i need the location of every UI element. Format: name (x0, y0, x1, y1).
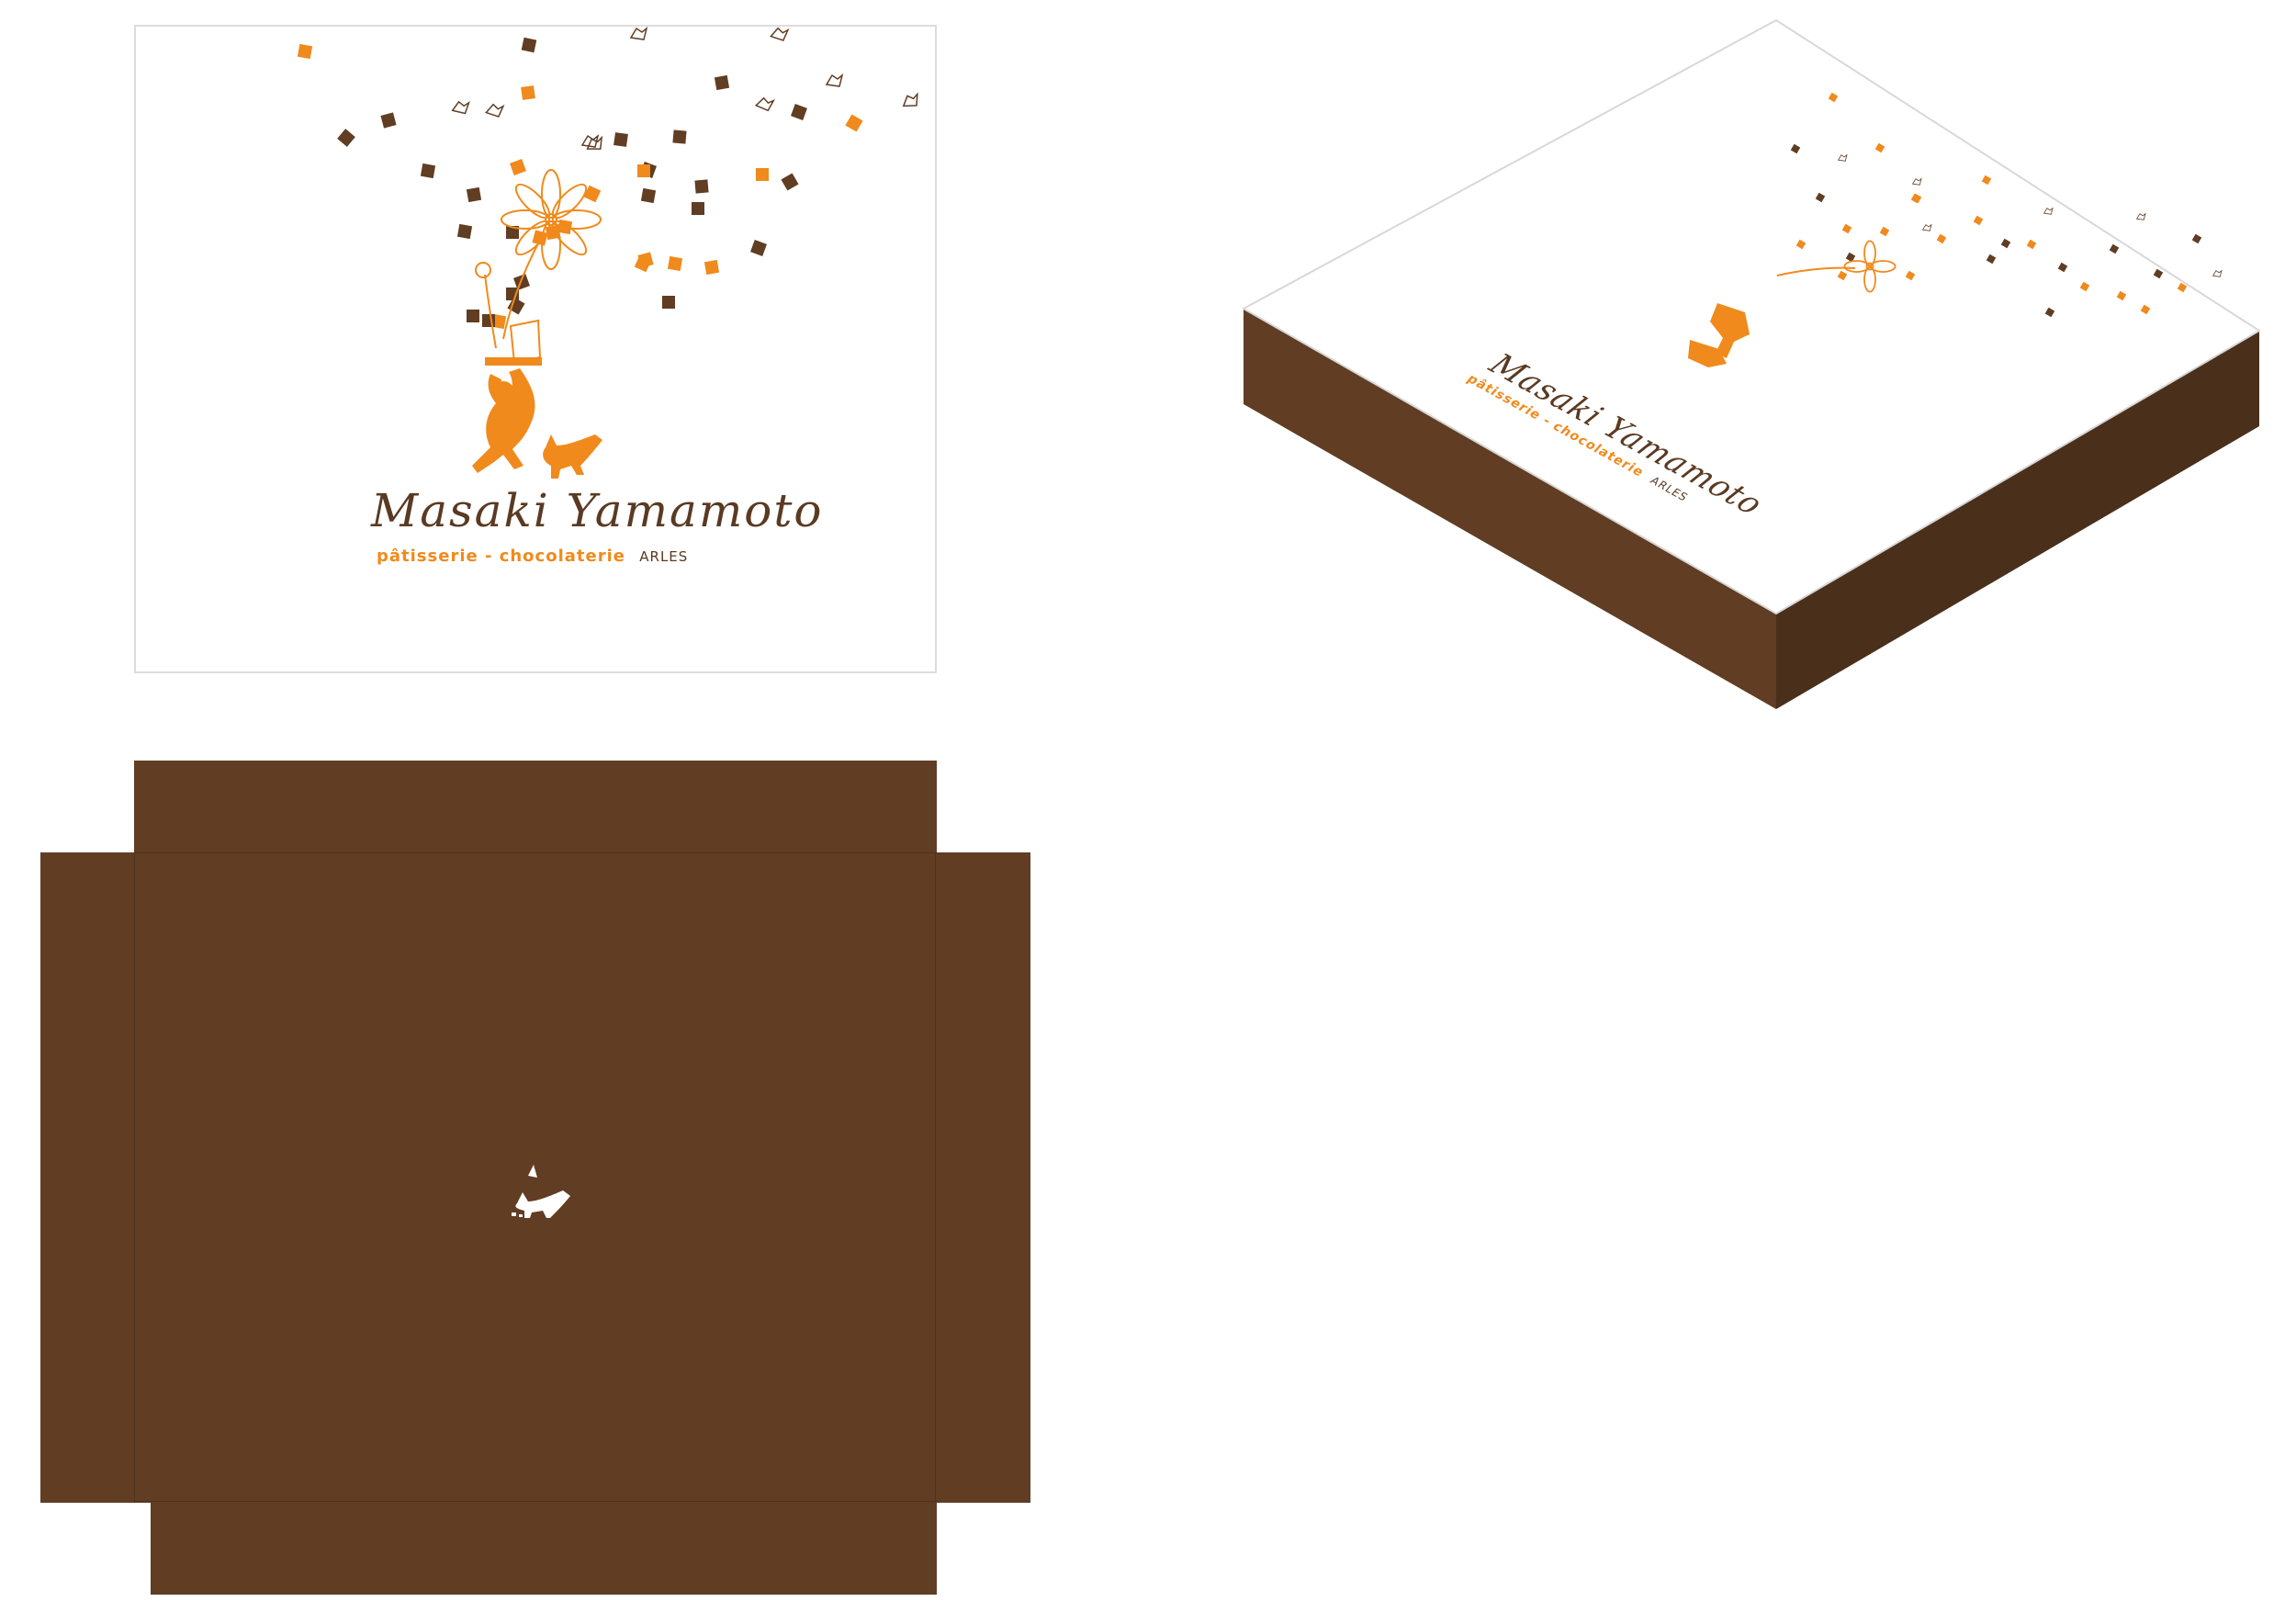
confetti-piece (750, 240, 767, 256)
confetti-piece (507, 297, 525, 315)
confetti-piece (513, 274, 530, 290)
confetti-piece (485, 103, 505, 118)
fold-line-right (935, 852, 936, 1503)
net-top-flap (134, 761, 937, 854)
confetti-piece (640, 187, 657, 204)
confetti-piece (583, 185, 602, 203)
confetti-piece (2000, 238, 2011, 249)
confetti-piece (637, 164, 650, 177)
box-right-side (1776, 331, 2259, 709)
confetti-piece (781, 173, 799, 191)
confetti-piece (754, 96, 775, 112)
chef-icon (472, 368, 535, 473)
dog-icon (543, 434, 602, 479)
confetti-piece (521, 85, 535, 100)
confetti-piece (586, 135, 603, 150)
confetti-piece (2057, 262, 2068, 273)
confetti-piece (1905, 270, 1916, 281)
confetti-piece (2079, 281, 2090, 292)
confetti-piece (1790, 143, 1801, 154)
confetti-piece (1837, 270, 1848, 281)
confetti-piece (1936, 233, 1947, 244)
confetti-piece (791, 104, 807, 120)
brand-tagline: pâtisserie - chocolaterie ARLES (377, 547, 688, 566)
confetti-piece (1795, 239, 1806, 250)
net-left-flap (40, 852, 136, 1503)
confetti-piece (521, 37, 537, 53)
confetti-piece (1986, 254, 1997, 265)
confetti-piece (902, 92, 918, 107)
confetti-piece (506, 226, 519, 239)
confetti-piece (2140, 304, 2151, 315)
confetti-piece (420, 163, 436, 179)
confetti-piece (2135, 212, 2146, 220)
confetti-illustration (297, 27, 918, 479)
confetti-piece (629, 27, 648, 40)
confetti-piece (2191, 233, 2202, 244)
confetti-piece (667, 255, 683, 272)
confetti-piece (482, 314, 495, 327)
confetti-piece (845, 114, 863, 132)
confetti-piece (634, 254, 652, 273)
fold-line-left (134, 852, 135, 1503)
net-right-flap (935, 852, 1030, 1503)
confetti-piece (672, 130, 687, 144)
confetti-piece (1845, 252, 1856, 263)
flower-icon (501, 169, 602, 270)
confetti-piece (532, 230, 548, 246)
confetti-piece (1874, 142, 1885, 153)
box-top (1241, 18, 2261, 615)
confetti-piece (692, 202, 704, 215)
confetti-piece (662, 296, 675, 309)
confetti-piece (2043, 207, 2054, 215)
net-bottom-flap (151, 1501, 937, 1595)
lid-artwork: Masaki Yamamoto pâtisserie - chocolateri… (134, 25, 937, 673)
confetti-piece (451, 100, 470, 115)
dog-icon (512, 1165, 570, 1218)
confetti-piece (466, 186, 482, 203)
confetti-piece (2026, 239, 2037, 250)
confetti-piece (456, 223, 473, 240)
confetti-piece (1837, 153, 1848, 162)
confetti-piece (1973, 215, 1984, 226)
net-main-panel (134, 852, 937, 1503)
confetti-piece (2177, 282, 2188, 293)
city-text: ARLES (639, 548, 689, 565)
fold-line-top (134, 852, 937, 853)
confetti-piece (1815, 192, 1826, 203)
confetti-piece (2109, 243, 2120, 254)
chef-icon (1688, 303, 1750, 367)
confetti-piece (703, 259, 720, 276)
confetti-piece (1921, 223, 1932, 231)
confetti-piece (2116, 290, 2127, 301)
box-brand-name: Masaki Yamamoto (1481, 347, 1772, 523)
confetti-piece (510, 159, 526, 175)
confetti-piece (2153, 268, 2164, 279)
confetti-piece (1910, 193, 1921, 204)
tagline-text: pâtisserie - chocolaterie (377, 547, 625, 566)
confetti-piece (1911, 193, 1922, 204)
confetti-piece (337, 129, 355, 147)
confetti-piece (580, 134, 600, 148)
fold-line-bottom (134, 1501, 937, 1502)
confetti-piece (714, 74, 730, 91)
confetti-piece (770, 27, 790, 41)
confetti-piece (756, 168, 769, 181)
confetti-piece (825, 73, 844, 87)
confetti-piece (1841, 223, 1852, 234)
confetti-piece (467, 310, 479, 322)
confetti-piece (1981, 175, 1992, 186)
confetti-piece (380, 112, 397, 129)
confetti-piece (613, 132, 628, 147)
confetti-piece (297, 43, 313, 60)
brand-name: Masaki Yamamoto (371, 484, 824, 537)
confetti-piece (1828, 92, 1839, 103)
confetti-piece (1911, 177, 1922, 186)
confetti-piece (2044, 307, 2055, 318)
confetti-piece (694, 179, 709, 194)
confetti-piece (2212, 269, 2223, 277)
confetti-piece (1879, 226, 1890, 237)
flower-icon (1843, 240, 1896, 293)
